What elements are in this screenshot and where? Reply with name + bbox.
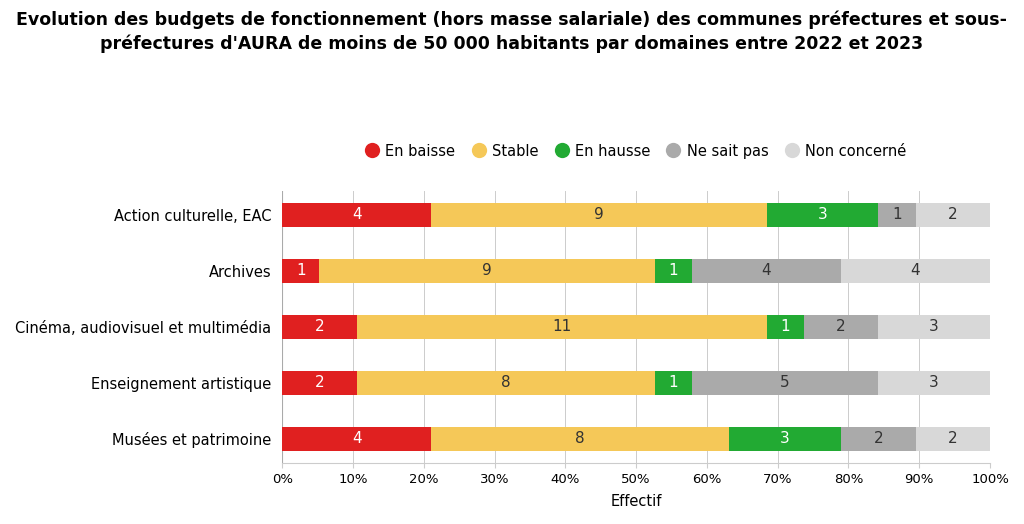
Bar bbox=[692, 371, 879, 395]
Bar bbox=[915, 203, 990, 227]
X-axis label: Effectif: Effectif bbox=[610, 494, 662, 509]
Text: 2: 2 bbox=[948, 208, 957, 222]
Text: 3: 3 bbox=[780, 431, 791, 446]
Bar bbox=[767, 315, 804, 339]
Text: 9: 9 bbox=[594, 208, 604, 222]
Bar bbox=[841, 259, 990, 282]
Text: 1: 1 bbox=[669, 264, 678, 278]
Text: 3: 3 bbox=[930, 319, 939, 334]
Bar bbox=[283, 427, 431, 451]
Bar bbox=[654, 259, 692, 282]
Bar bbox=[431, 203, 767, 227]
Text: 8: 8 bbox=[501, 375, 511, 390]
Text: 3: 3 bbox=[817, 208, 827, 222]
Bar bbox=[319, 259, 654, 282]
Text: 4: 4 bbox=[352, 208, 361, 222]
Bar bbox=[879, 371, 990, 395]
Bar bbox=[283, 259, 319, 282]
Bar bbox=[767, 203, 879, 227]
Text: 2: 2 bbox=[314, 319, 325, 334]
Text: 2: 2 bbox=[314, 375, 325, 390]
Text: 8: 8 bbox=[575, 431, 585, 446]
Text: 1: 1 bbox=[669, 375, 678, 390]
Bar bbox=[841, 427, 915, 451]
Bar bbox=[356, 371, 654, 395]
Text: Evolution des budgets de fonctionnement (hors masse salariale) des communes préf: Evolution des budgets de fonctionnement … bbox=[16, 10, 1008, 53]
Bar bbox=[729, 427, 841, 451]
Text: 1: 1 bbox=[296, 264, 306, 278]
Bar bbox=[283, 371, 356, 395]
Text: 2: 2 bbox=[873, 431, 883, 446]
Text: 1: 1 bbox=[780, 319, 790, 334]
Bar bbox=[692, 259, 841, 282]
Text: 4: 4 bbox=[762, 264, 771, 278]
Text: 11: 11 bbox=[552, 319, 571, 334]
Bar bbox=[804, 315, 879, 339]
Text: 2: 2 bbox=[837, 319, 846, 334]
Text: 1: 1 bbox=[892, 208, 902, 222]
Bar bbox=[431, 427, 729, 451]
Bar bbox=[879, 315, 990, 339]
Bar bbox=[654, 371, 692, 395]
Text: 4: 4 bbox=[910, 264, 921, 278]
Text: 5: 5 bbox=[780, 375, 790, 390]
Bar bbox=[879, 203, 915, 227]
Text: 4: 4 bbox=[352, 431, 361, 446]
Bar bbox=[283, 315, 356, 339]
Bar bbox=[915, 427, 990, 451]
Text: 3: 3 bbox=[930, 375, 939, 390]
Legend: En baisse, Stable, En hausse, Ne sait pas, Non concerné: En baisse, Stable, En hausse, Ne sait pa… bbox=[360, 138, 911, 165]
Bar bbox=[356, 315, 767, 339]
Bar bbox=[283, 203, 431, 227]
Text: 2: 2 bbox=[948, 431, 957, 446]
Text: 9: 9 bbox=[482, 264, 492, 278]
